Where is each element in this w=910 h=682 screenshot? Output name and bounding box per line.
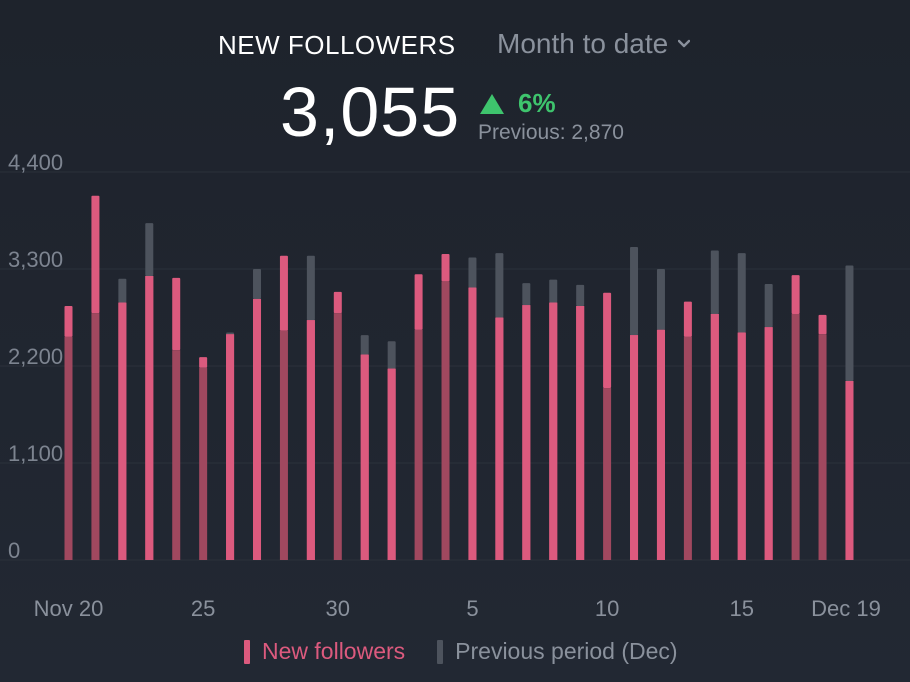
bar-new-followers-overlap [522, 305, 531, 560]
previous-total: Previous: 2,870 [478, 121, 624, 144]
bar-new-followers [414, 274, 423, 330]
period-dropdown-label: Month to date [497, 28, 669, 59]
bar-new-followers [199, 357, 208, 368]
change-percent: 6% [518, 88, 556, 118]
total-followers: 3,055 [280, 73, 461, 151]
bar-new-followers-overlap [118, 302, 127, 560]
x-tick-label: 25 [191, 596, 215, 621]
chart-title: NEW FOLLOWERS [218, 30, 456, 60]
period-dropdown[interactable]: Month to date [497, 28, 691, 60]
bar-previous-period [172, 350, 181, 560]
bar-new-followers-overlap [737, 332, 746, 560]
legend-label-current: New followers [262, 638, 406, 664]
legend-label-previous: Previous period (Dec) [455, 638, 678, 664]
bar-new-followers [603, 292, 612, 389]
bar-previous-period [603, 388, 612, 560]
bar-previous-period [764, 283, 773, 328]
bar-new-followers [791, 275, 800, 314]
bar-new-followers-overlap [656, 329, 665, 560]
bar-new-followers-overlap [226, 334, 235, 560]
x-tick-label: Nov 20 [34, 596, 104, 621]
bar-previous-period [253, 269, 262, 299]
legend-swatch-previous [437, 639, 444, 664]
bar-previous-period [145, 223, 154, 277]
x-tick-label: 15 [730, 596, 754, 621]
chevron-down-icon [678, 39, 691, 48]
bar-previous-period [414, 329, 423, 560]
bar-new-followers [172, 277, 181, 351]
bar-previous-period [630, 246, 639, 336]
bar-previous-period [91, 313, 100, 560]
bar-previous-period [737, 253, 746, 333]
bar-previous-period [387, 341, 396, 369]
legend: New followers Previous period (Dec) [244, 638, 678, 665]
bar-new-followers-overlap [495, 317, 504, 560]
bar-previous-period [64, 336, 73, 560]
bar-previous-period [306, 255, 315, 321]
bar-previous-period [441, 281, 450, 560]
bar-previous-period [576, 284, 585, 307]
bar-previous-period [199, 367, 208, 560]
bar-previous-period [710, 250, 719, 314]
x-tick-label: 5 [466, 596, 478, 621]
bar-previous-period [279, 330, 288, 560]
y-tick-label: 4,400 [8, 150, 63, 175]
bar-new-followers-overlap [576, 306, 585, 560]
bar-new-followers-overlap [845, 380, 854, 560]
bar-chart: 4,400 3,300 2,200 1,100 0 Nov 20 25 30 5 10 15 Dec … [0, 150, 910, 621]
bar-previous-period [656, 269, 665, 330]
bar-new-followers [818, 314, 827, 335]
bar-previous-period [818, 334, 827, 560]
bar-previous-period [845, 265, 854, 381]
y-tick-label: 0 [8, 538, 20, 563]
bar-previous-period [333, 313, 342, 560]
bar-new-followers [91, 195, 100, 314]
bar-new-followers-overlap [253, 298, 262, 560]
y-tick-label: 2,200 [8, 344, 63, 369]
bar-previous-period [683, 336, 692, 560]
bar-new-followers-overlap [387, 368, 396, 560]
legend-swatch-current [244, 639, 250, 664]
bar-new-followers [683, 301, 692, 337]
bar-new-followers [64, 306, 73, 337]
x-tick-label: 30 [326, 596, 350, 621]
bar-new-followers-overlap [710, 313, 719, 560]
bar-previous-period [468, 257, 477, 288]
triangle-up-icon [480, 93, 504, 114]
bar-new-followers-overlap [360, 354, 369, 560]
bar-new-followers [333, 291, 342, 314]
bar-new-followers-overlap [549, 302, 558, 560]
legend-item-current[interactable]: New followers [244, 638, 405, 665]
bar-previous-period [522, 283, 531, 306]
bar-new-followers-overlap [306, 320, 315, 560]
y-tick-label: 3,300 [8, 247, 63, 272]
x-tick-label: 10 [595, 596, 619, 621]
legend-item-previous[interactable]: Previous period (Dec) [437, 638, 678, 665]
x-tick-label: Dec 19 [811, 596, 881, 621]
bar-previous-period [118, 278, 127, 303]
bar-new-followers [279, 255, 288, 331]
change-indicator: 6% [480, 88, 556, 119]
bar-previous-period [791, 313, 800, 560]
bar-previous-period [226, 332, 235, 335]
bar-previous-period [360, 335, 369, 355]
bar-new-followers-overlap [764, 327, 773, 560]
y-tick-label: 1,100 [8, 441, 63, 466]
bar-new-followers [441, 254, 450, 282]
bar-previous-period [495, 253, 504, 318]
bar-new-followers-overlap [145, 276, 154, 560]
bar-new-followers-overlap [630, 335, 639, 560]
bar-new-followers-overlap [468, 287, 477, 560]
bar-previous-period [549, 279, 558, 303]
